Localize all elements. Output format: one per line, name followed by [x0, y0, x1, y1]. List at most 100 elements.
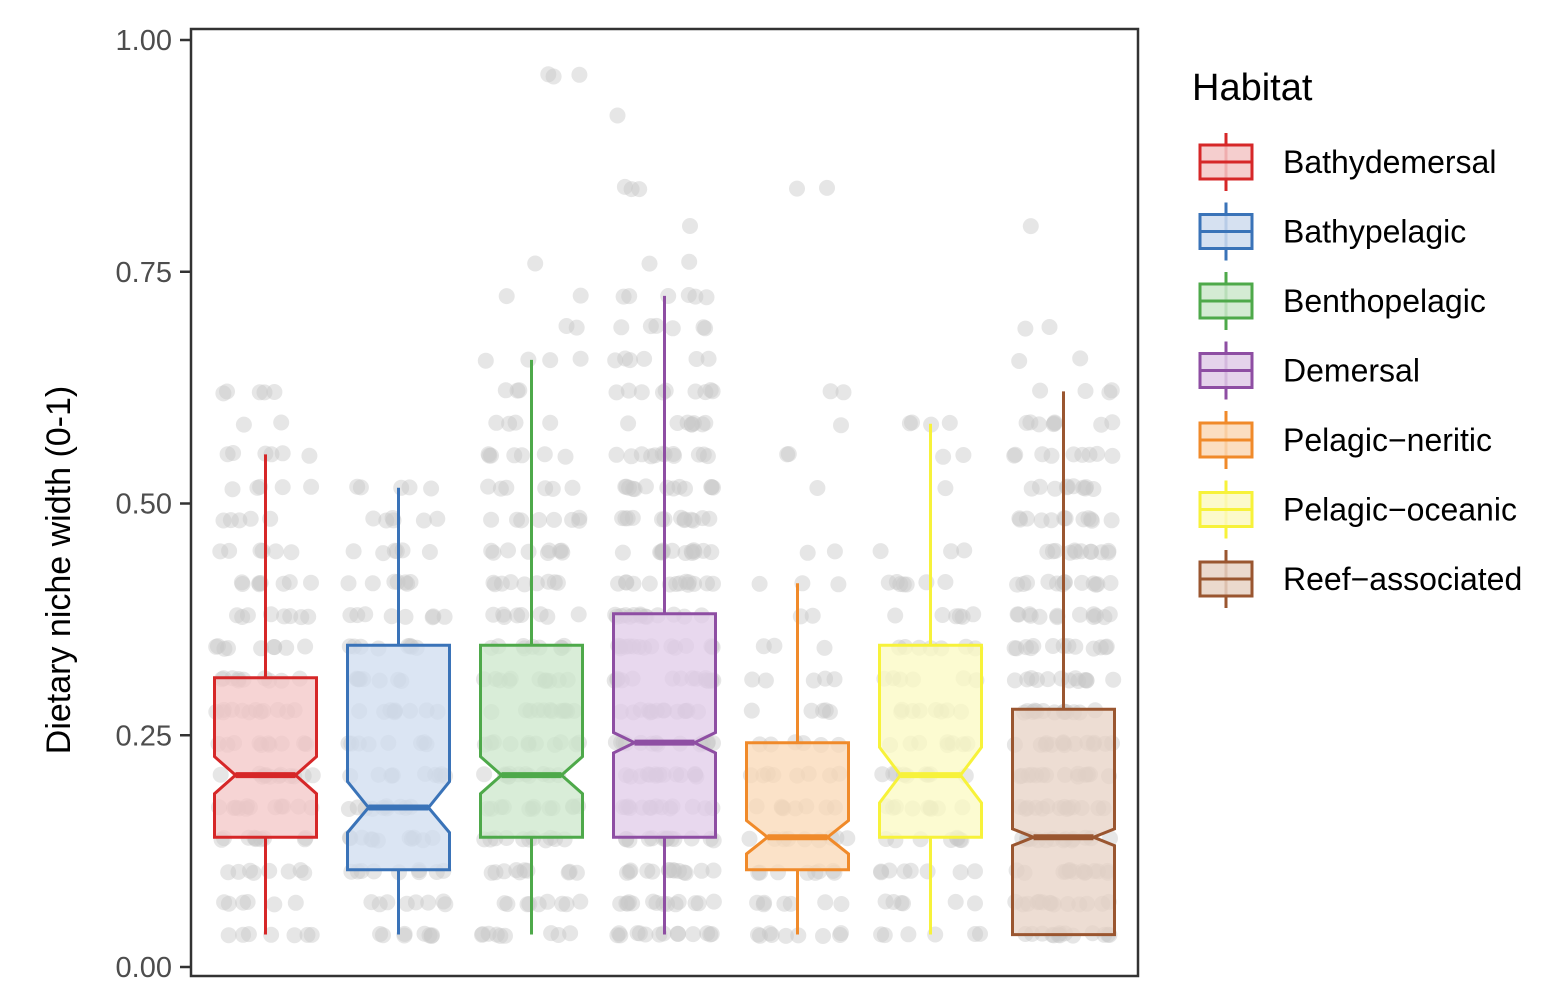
jitter-point [681, 253, 698, 270]
jitter-point [296, 864, 313, 881]
jitter-point [755, 896, 772, 913]
jitter-point [677, 480, 693, 497]
jitter-point [1018, 414, 1035, 431]
jitter-point [558, 318, 575, 334]
jitter-point [1067, 670, 1084, 687]
jitter-point [682, 218, 698, 234]
jitter-point [809, 480, 826, 496]
jitter-point [937, 574, 954, 590]
jitter-point [340, 575, 357, 592]
jitter-point [780, 446, 797, 462]
legend-title: Habitat [1192, 67, 1313, 109]
jitter-point [777, 927, 794, 944]
jitter-point [1023, 670, 1040, 687]
jitter-point [516, 576, 533, 593]
jitter-point [699, 575, 715, 592]
jitter-point [384, 510, 401, 526]
jitter-point [532, 606, 549, 623]
jitter-point [683, 416, 700, 433]
jitter-point [610, 575, 627, 592]
jitter-point [1049, 575, 1065, 592]
jitter-point [1101, 606, 1118, 623]
jitter-point [220, 640, 236, 657]
jitter-point [539, 608, 556, 625]
jitter-point [763, 927, 780, 943]
jitter-point [509, 607, 526, 624]
jitter-point [617, 478, 634, 495]
jitter-point [680, 574, 697, 591]
jitter-point [934, 607, 951, 623]
jitter-point [619, 895, 636, 912]
jitter-point [1032, 382, 1049, 399]
jitter-point [705, 735, 721, 752]
jitter-point [702, 382, 719, 399]
jitter-point [1007, 446, 1024, 463]
jitter-point [935, 448, 952, 465]
jitter-point [497, 927, 513, 944]
jitter-point [1077, 383, 1094, 399]
jitter-point [558, 896, 575, 913]
jitter-point [665, 446, 682, 462]
jitter-point [544, 480, 561, 497]
jitter-point [822, 383, 839, 400]
legend-item: Pelagic−neritic [1198, 411, 1492, 469]
jitter-point [300, 608, 317, 625]
jitter-point [1019, 574, 1035, 591]
jitter-point [873, 864, 890, 881]
jitter-point [553, 542, 570, 559]
jitter-point [805, 672, 822, 689]
jitter-point [500, 542, 516, 559]
jitter-point [799, 544, 816, 561]
legend-item: Reef−associated [1198, 550, 1522, 608]
box-demersal [612, 295, 717, 935]
jitter-point [645, 893, 662, 910]
jitter-point [251, 384, 268, 401]
jitter-point [892, 576, 909, 593]
legend-label: Pelagic−neritic [1283, 422, 1492, 458]
jitter-point [617, 510, 634, 527]
jitter-point [239, 894, 256, 910]
jitter-point [660, 288, 677, 304]
jitter-point [881, 862, 898, 879]
box-body [346, 643, 451, 872]
jitter-point [234, 576, 251, 592]
jitter-point [520, 543, 537, 560]
jitter-point [648, 317, 665, 334]
jitter-point [1088, 576, 1104, 593]
jitter-point [1006, 640, 1023, 657]
box-reef-associated [1011, 391, 1116, 937]
jitter-point [396, 925, 413, 942]
jitter-point [700, 350, 717, 367]
jitter-point [817, 670, 834, 687]
jitter-point [242, 862, 258, 879]
jitter-point [402, 574, 419, 590]
jitter-point [789, 180, 805, 197]
jitter-point [620, 894, 637, 911]
jitter-point [766, 637, 783, 654]
jitter-point [695, 446, 712, 463]
jitter-point [671, 575, 688, 592]
jitter-point [643, 448, 660, 465]
jitter-point [220, 927, 237, 944]
jitter-point [1061, 672, 1078, 689]
jitter-point [549, 574, 566, 591]
jitter-point [477, 352, 494, 369]
jitter-point [480, 478, 497, 495]
jitter-point [622, 352, 638, 369]
jitter-point [513, 607, 530, 623]
jitter-point [701, 510, 718, 527]
jitter-point [297, 638, 314, 655]
jitter-point [817, 894, 834, 911]
box-body [479, 643, 584, 839]
jitter-point [1012, 511, 1029, 528]
jitter-point [304, 767, 321, 784]
jitter-point [1081, 446, 1098, 463]
box-pelagic-oceanic [878, 423, 983, 935]
jitter-point [539, 893, 556, 910]
jitter-point [564, 479, 581, 496]
jitter-point [664, 320, 681, 337]
jitter-point [629, 925, 646, 942]
jitter-point [1046, 414, 1063, 431]
jitter-point [276, 608, 293, 625]
legend-label: Demersal [1283, 353, 1420, 389]
